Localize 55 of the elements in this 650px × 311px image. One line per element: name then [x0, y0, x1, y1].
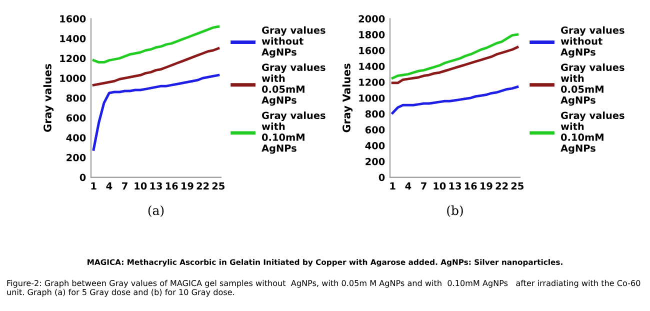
y-tick-label: 400 [66, 134, 86, 142]
line-series [391, 46, 519, 84]
y-tick-label: 0 [378, 174, 385, 182]
y-tick-label: 200 [66, 154, 86, 162]
legend-label: Gray values without AgNPs [262, 26, 326, 58]
y-axis-title: Gray values [43, 64, 54, 132]
x-tick-label: 4 [106, 182, 112, 190]
y-tick-label: 0 [80, 174, 86, 182]
y-tick-label: 1600 [359, 46, 385, 54]
x-tick-label: 22 [196, 182, 209, 190]
x-tick-label: 16 [166, 182, 178, 190]
line-series [391, 86, 519, 114]
y-tick-label: 1400 [359, 62, 385, 70]
y-tick-label: 1200 [60, 54, 86, 62]
x-tick-label: 19 [182, 182, 194, 190]
legend-label: Gray values without AgNPs [560, 26, 624, 58]
x-tick-label: 25 [511, 182, 524, 190]
y-tick-label: 1000 [60, 74, 86, 82]
x-tick-label: 1 [91, 182, 96, 190]
x-tick-label: 19 [480, 182, 492, 190]
legend-label: Gray values with 0.10mM AgNPs [262, 112, 326, 154]
x-axis-title: (b) [447, 205, 463, 217]
x-tick-label: 25 [212, 182, 224, 190]
legend-label: Gray values with 0.05mM AgNPs [560, 63, 624, 106]
legend-label: Gray values with 0.05mM AgNPs [262, 63, 326, 106]
line-series [92, 47, 220, 86]
x-tick-label: 13 [150, 182, 162, 190]
x-tick-label: 22 [496, 182, 508, 190]
y-tick-label: 1800 [359, 31, 385, 38]
y-tick-label: 600 [66, 114, 86, 122]
legend-label: Gray values with 0.10mM AgNPs [560, 112, 624, 154]
line-series [391, 33, 519, 80]
text: Figure-2: Graph between Gray values of MAGICA gel samples without AgNPs, with 0.05m M AgNPs and with 0.10mM AgNPs after irradiating with the Co-60 unit. Graph (a) for 5 Gray dose and (b) for 10 Gray dose. [7, 280, 640, 297]
y-tick-label: 1000 [359, 94, 385, 102]
x-axis-title: (a) [148, 205, 164, 217]
x-tick-label: 7 [421, 182, 426, 190]
x-tick-label: 7 [122, 182, 128, 190]
y-axis-title: Gray Values [342, 64, 353, 132]
y-tick-label: 800 [365, 110, 385, 118]
x-tick-label: 1 [390, 182, 396, 190]
y-tick-label: 1600 [60, 15, 86, 22]
x-tick-label: 10 [134, 182, 147, 190]
y-tick-label: 200 [366, 158, 385, 166]
y-tick-label: 400 [365, 142, 385, 150]
y-tick-label: 1400 [60, 34, 86, 42]
x-tick-label: 10 [434, 182, 446, 190]
x-tick-label: 4 [405, 182, 412, 190]
y-tick-label: 600 [365, 126, 385, 134]
line-series [92, 25, 220, 64]
y-tick-label: 2000 [358, 15, 385, 22]
y-tick-label: 1200 [359, 78, 385, 86]
x-tick-label: 16 [464, 182, 477, 190]
line-series [92, 74, 220, 151]
y-tick-label: 800 [66, 94, 86, 102]
x-tick-label: 13 [449, 182, 461, 190]
